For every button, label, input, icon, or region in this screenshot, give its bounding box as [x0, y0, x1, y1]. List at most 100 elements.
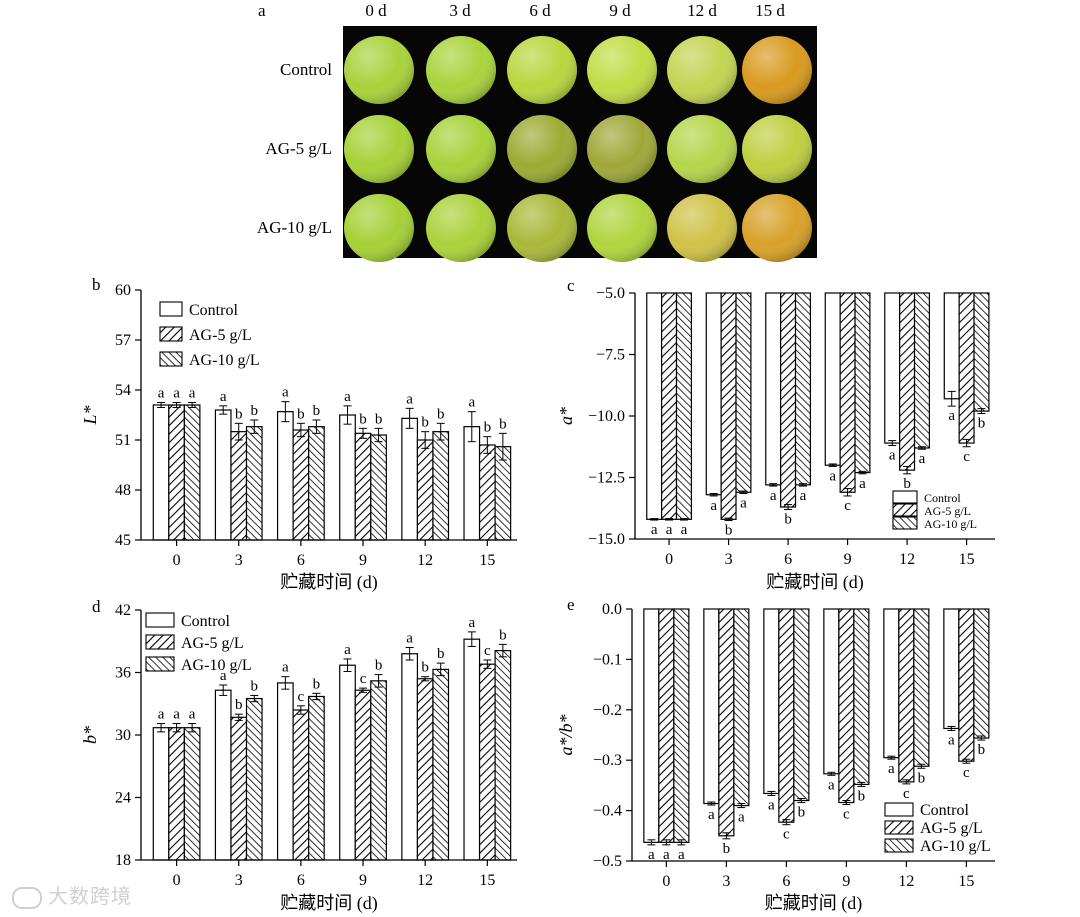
bar-e-s0-9 [823, 608, 840, 775]
error-bar [343, 658, 352, 672]
fruit [587, 115, 657, 183]
x-tick-label: 0 [173, 552, 181, 569]
bar-c-s2-0 [675, 292, 692, 520]
significance-letter: c [783, 827, 790, 843]
significance-letter: a [681, 522, 688, 538]
fruit [507, 115, 577, 183]
significance-letter: a [889, 448, 896, 464]
bar-b-s0-0 [152, 404, 170, 541]
y-tick-label: −12.5 [588, 470, 625, 487]
significance-letter: b [978, 742, 986, 758]
y-tick-label: 36 [115, 665, 131, 682]
bar-b-s2-12 [432, 431, 450, 541]
x-tick-label: 12 [898, 873, 914, 890]
bar-b-s1-6 [292, 429, 310, 541]
bar-e-s2-0 [673, 608, 690, 843]
fruit [667, 115, 737, 183]
legend-swatch [884, 838, 914, 853]
x-tick-label: 3 [235, 552, 243, 569]
bar-d-s0-9 [339, 664, 356, 861]
y-tick-label: 51 [115, 432, 131, 449]
bar-b-s1-3 [230, 431, 248, 541]
bar-e-s2-3 [733, 608, 750, 807]
bar-c-s1-15 [958, 292, 975, 444]
significance-letter: b [798, 805, 806, 821]
error-bar [887, 755, 896, 760]
significance-letter: b [375, 411, 383, 427]
error-bar [157, 723, 166, 733]
significance-letter: a [468, 395, 475, 411]
legend-swatch [892, 490, 918, 504]
bar-d-s0-0 [152, 727, 170, 861]
significance-letter: a [651, 522, 658, 538]
error-bar [281, 401, 290, 423]
y-tick-label: −0.2 [593, 702, 622, 719]
bar-d-s1-9 [354, 689, 372, 861]
error-bar [250, 694, 259, 703]
bar-d-s0-12 [401, 653, 419, 861]
bar-e-s1-15 [958, 608, 975, 762]
error-bar [498, 643, 507, 658]
y-tick-label: −0.4 [593, 803, 622, 820]
bar-d-s2-12 [432, 668, 450, 861]
x-tick-label: 9 [359, 552, 367, 569]
watermark-text: 大数跨境 [48, 884, 132, 908]
legend-swatch [884, 820, 914, 835]
error-bar [962, 758, 971, 764]
bar-e-s0-6 [763, 608, 780, 795]
significance-letter: b [313, 403, 321, 419]
significance-letter: a [158, 386, 165, 402]
y-tick-label: 45 [115, 532, 131, 549]
error-bar [977, 735, 986, 741]
bar-b-s0-3 [214, 409, 232, 541]
y-tick-label: −15.0 [588, 531, 625, 548]
error-bar [359, 427, 368, 439]
x-axis-label: 贮藏时间 (d) [765, 893, 863, 914]
error-bar [188, 723, 197, 733]
bar-c-s2-9 [854, 292, 871, 474]
y-tick-label: −5.0 [596, 285, 625, 302]
significance-letter: b [235, 406, 243, 422]
panel-label-e: e [567, 595, 575, 614]
bar-c-s0-9 [824, 292, 841, 466]
significance-letter: a [344, 642, 351, 658]
significance-letter: b [421, 415, 429, 431]
significance-letter: b [484, 420, 492, 436]
bar-e-s1-12 [898, 608, 915, 783]
legend-label: AG-5 g/L [189, 327, 252, 344]
legend-swatch [145, 634, 175, 650]
bar-d-s0-15 [463, 638, 481, 861]
legend-label: Control [924, 491, 961, 505]
significance-letter: c [843, 807, 850, 823]
error-bar [665, 518, 674, 521]
error-bar [498, 432, 507, 461]
fruit [667, 36, 737, 104]
x-tick-label: 9 [842, 873, 850, 890]
error-bar [421, 431, 430, 449]
bar-d-s2-6 [308, 695, 325, 861]
error-bar [405, 647, 414, 661]
panel-label-d: d [92, 597, 101, 616]
error-bar [312, 419, 321, 434]
fruit [742, 194, 812, 262]
panel-label-b: b [92, 275, 101, 294]
error-bar [739, 490, 748, 494]
significance-letter: a [828, 777, 835, 793]
bar-b-s1-0 [168, 404, 185, 541]
error-bar [977, 408, 986, 415]
error-bar [296, 422, 305, 438]
x-tick-label: 6 [297, 872, 305, 889]
y-axis-label: L* [80, 405, 100, 425]
significance-letter: a [648, 847, 655, 863]
fruit [742, 115, 812, 183]
significance-letter: c [360, 671, 367, 687]
fruit [426, 36, 496, 104]
bar-d-s1-15 [478, 663, 496, 861]
error-bar [709, 492, 718, 497]
legend-label: AG-10 g/L [924, 517, 977, 531]
error-bar [798, 483, 807, 487]
bar-d-s1-0 [168, 727, 185, 861]
bar-e-s0-0 [643, 608, 660, 843]
